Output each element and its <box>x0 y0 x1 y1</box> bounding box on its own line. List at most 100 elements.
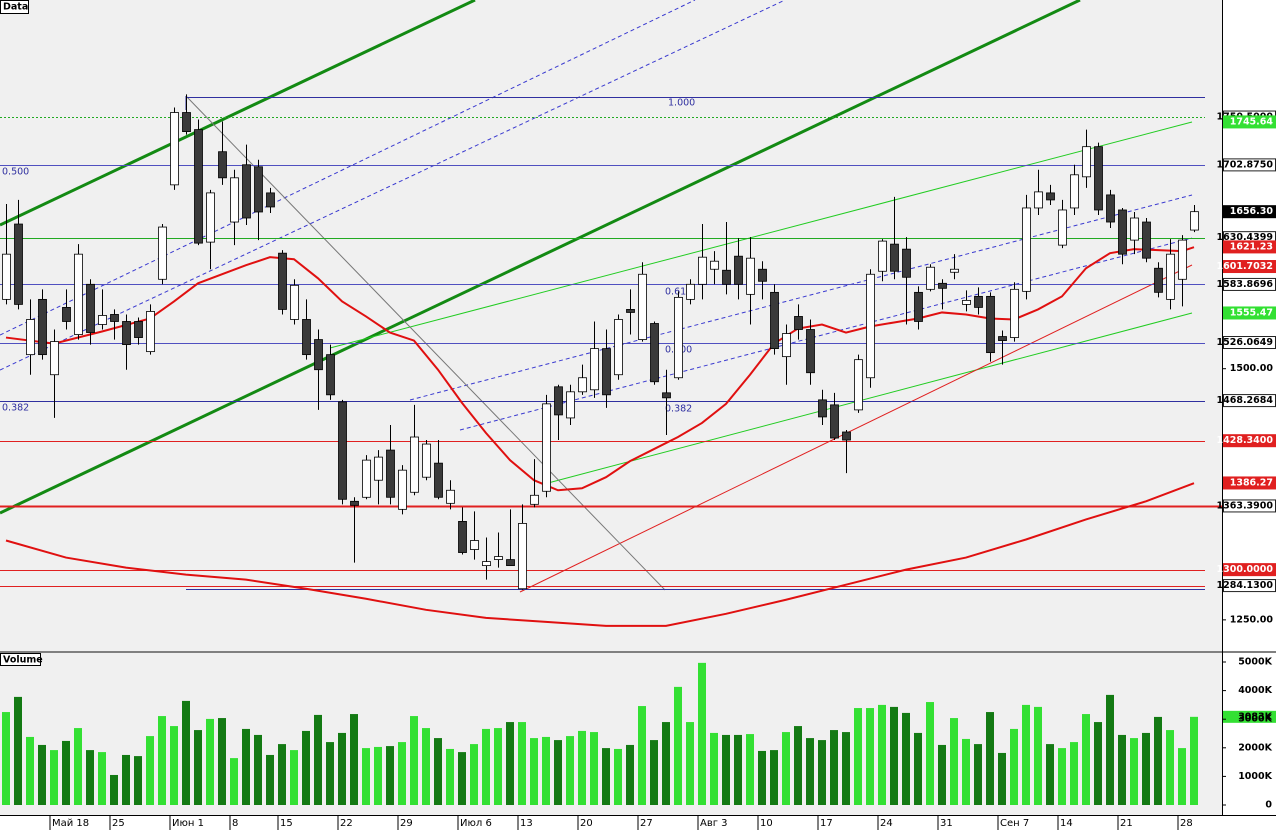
candle-body <box>986 295 995 354</box>
candle-body <box>302 319 311 356</box>
candle-body <box>194 129 203 244</box>
date-label: 13 <box>520 818 533 829</box>
price-label: 1702.8750 <box>1217 159 1274 170</box>
date-label: 28 <box>1180 818 1193 829</box>
volume-bar <box>1094 722 1102 805</box>
candle-body <box>254 166 263 213</box>
candle-body <box>1130 217 1139 241</box>
panel-title: Data <box>3 2 28 13</box>
y-tick-label: 1000K <box>1238 771 1272 782</box>
volume-bar <box>86 750 94 805</box>
volume-bar <box>1106 694 1114 805</box>
candle-body <box>446 489 455 504</box>
volume-bar <box>362 748 370 805</box>
date-label: 29 <box>400 818 413 829</box>
volume-bar <box>470 744 478 805</box>
candle-body <box>1010 288 1019 338</box>
candle-body <box>266 192 275 208</box>
candle-body <box>962 299 971 305</box>
candle-body <box>494 556 503 560</box>
candle-body <box>410 436 419 493</box>
volume-bar <box>98 752 106 805</box>
price-label: 1621.23 <box>1230 241 1273 252</box>
volume-bar <box>914 732 922 805</box>
volume-bar <box>266 754 274 805</box>
volume-bar <box>554 740 562 805</box>
trend-line <box>329 121 1193 349</box>
volume-bar <box>1154 716 1162 805</box>
candle-body <box>1094 146 1103 211</box>
date-label: 17 <box>820 818 833 829</box>
volume-bar <box>902 712 910 805</box>
volume-bar <box>782 732 790 805</box>
candle-body <box>686 283 695 300</box>
volume-bar <box>1178 748 1186 805</box>
volume-bar <box>422 728 430 805</box>
volume-bar <box>710 732 718 805</box>
price-label: 1428.3400 <box>1217 435 1274 446</box>
volume-bar <box>1058 748 1066 805</box>
volume-bar <box>398 742 406 805</box>
candle-body <box>554 386 563 416</box>
date-label: 25 <box>112 818 125 829</box>
candle-body <box>578 377 587 393</box>
candle-body <box>1058 209 1067 246</box>
volume-bar <box>506 722 514 805</box>
axis: Май 18 25 Июн 1 8 15 22 29 Июл 6 13 20 27 Авг 3 10 17… <box>49 110 1276 830</box>
volume-bar <box>518 722 526 805</box>
volume-bar <box>494 728 502 805</box>
candle-body <box>326 354 335 396</box>
candle-body <box>674 296 683 379</box>
volume-bar <box>602 748 610 805</box>
price-label: 1526.0649 <box>1217 337 1274 348</box>
volume-bar <box>890 706 898 805</box>
candle-body <box>770 291 779 350</box>
volume-bar <box>1142 732 1150 805</box>
trend-line <box>519 264 1193 593</box>
volume-bar <box>38 744 46 805</box>
candle-body <box>914 291 923 322</box>
candle-body <box>722 269 731 285</box>
candle-body <box>602 348 611 396</box>
volume-bar <box>26 736 34 805</box>
volume-bar <box>866 708 874 805</box>
price-label: 1555.47 <box>1230 307 1273 318</box>
volume-bar <box>674 686 682 805</box>
volume-bar <box>698 662 706 805</box>
candle-body <box>974 295 983 308</box>
volume-bar <box>794 726 802 805</box>
price-label: 1250.00 <box>1230 614 1274 625</box>
price-label: 1386.27 <box>1230 477 1273 488</box>
candle-body <box>638 273 647 340</box>
candle-body <box>1178 239 1187 280</box>
fib-label: 0.500 <box>2 167 29 178</box>
candle-body <box>806 329 815 374</box>
volume-value-box <box>1223 710 1276 723</box>
candle-body <box>818 399 827 418</box>
volume-bar <box>746 734 754 805</box>
price-label: 1363.3900 <box>1217 500 1274 511</box>
volume-bar <box>542 736 550 805</box>
candle-body <box>110 314 119 322</box>
volume-bar <box>998 752 1006 805</box>
volume-bar <box>482 728 490 805</box>
volume-bar <box>854 708 862 805</box>
volume-bar <box>770 750 778 805</box>
price-label: 1468.2684 <box>1217 395 1274 406</box>
candle-body <box>170 112 179 186</box>
candle-body <box>1154 267 1163 293</box>
y-tick-label: 2000K <box>1238 742 1272 753</box>
volume-bar <box>218 718 226 805</box>
volume-bar <box>566 736 574 805</box>
candle-body <box>902 248 911 278</box>
candle-body <box>122 321 131 345</box>
volume-bar <box>686 722 694 805</box>
date-label: 27 <box>640 818 653 829</box>
candle-body <box>1082 146 1091 178</box>
volume-bar <box>818 740 826 805</box>
candle-body <box>158 226 167 280</box>
candle-body <box>746 257 755 295</box>
candle-body <box>146 311 155 353</box>
candle-body <box>290 284 299 320</box>
date-label: Май 18 <box>52 818 89 829</box>
